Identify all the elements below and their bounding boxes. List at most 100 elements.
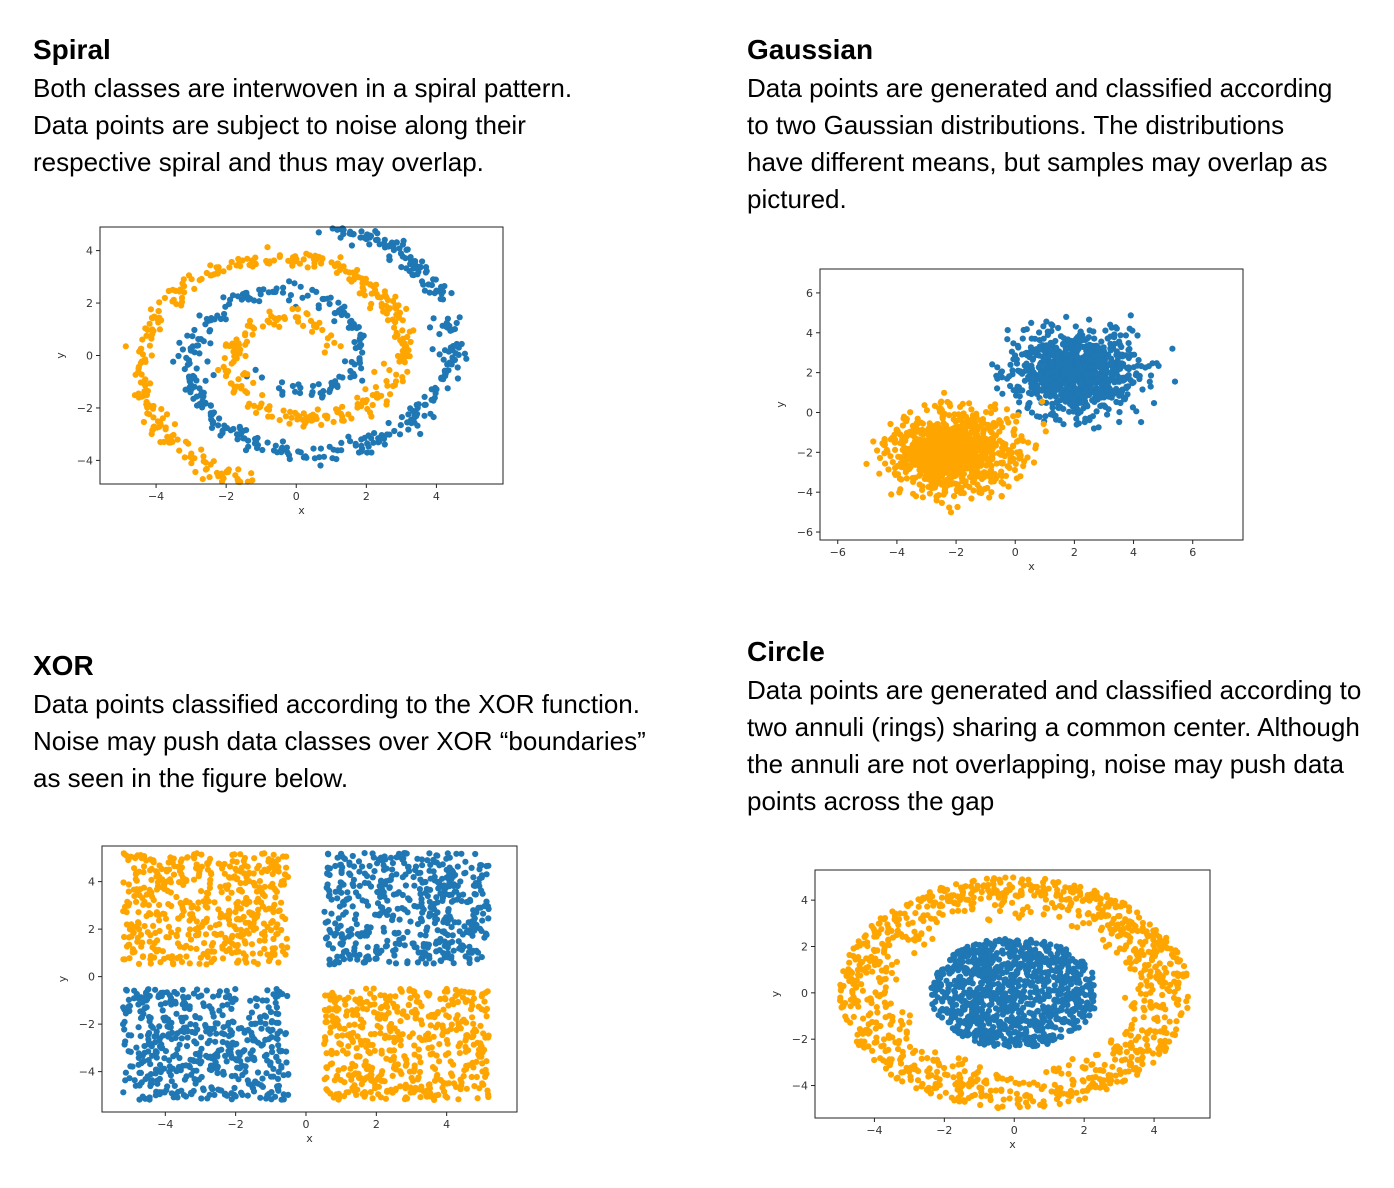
data-point bbox=[156, 1043, 164, 1050]
data-point bbox=[159, 1007, 166, 1014]
data-point bbox=[420, 281, 427, 288]
data-point bbox=[1073, 415, 1080, 422]
data-point bbox=[383, 401, 390, 408]
data-point bbox=[1066, 385, 1073, 392]
data-point bbox=[282, 951, 289, 958]
data-point bbox=[256, 878, 263, 885]
data-point bbox=[269, 1048, 276, 1056]
data-point bbox=[1016, 393, 1023, 400]
data-point bbox=[441, 995, 448, 1002]
data-point bbox=[1048, 368, 1055, 375]
data-point bbox=[325, 941, 332, 948]
data-point bbox=[157, 959, 164, 966]
data-point bbox=[384, 937, 391, 944]
data-point bbox=[208, 948, 215, 955]
data-point bbox=[355, 858, 363, 865]
data-point bbox=[465, 1062, 472, 1069]
data-point bbox=[258, 1042, 265, 1049]
data-point bbox=[138, 345, 145, 352]
data-point bbox=[421, 287, 428, 294]
data-point bbox=[399, 874, 406, 881]
data-point bbox=[1062, 381, 1070, 388]
data-point bbox=[169, 438, 176, 445]
data-point bbox=[285, 1071, 292, 1078]
points-layer bbox=[122, 225, 470, 485]
data-point bbox=[159, 948, 166, 955]
data-point bbox=[957, 403, 964, 410]
data-point bbox=[222, 373, 230, 380]
data-point bbox=[381, 853, 388, 860]
data-point bbox=[141, 388, 148, 395]
data-point bbox=[345, 994, 352, 1001]
data-point bbox=[418, 896, 425, 903]
data-point bbox=[466, 929, 473, 936]
data-point bbox=[181, 1005, 188, 1012]
data-point bbox=[182, 386, 189, 393]
data-point bbox=[218, 478, 226, 485]
data-point bbox=[455, 919, 462, 926]
data-point bbox=[198, 275, 205, 283]
data-point bbox=[266, 403, 273, 410]
data-point bbox=[292, 388, 299, 395]
data-point bbox=[1117, 341, 1124, 348]
data-point bbox=[187, 936, 195, 943]
data-point bbox=[377, 910, 385, 917]
data-point bbox=[430, 960, 437, 967]
data-point bbox=[238, 1089, 245, 1096]
data-point bbox=[359, 349, 366, 356]
data-point bbox=[264, 1092, 271, 1099]
data-point bbox=[333, 958, 340, 965]
data-point bbox=[1123, 385, 1130, 392]
data-point bbox=[319, 394, 326, 401]
data-point bbox=[1007, 458, 1014, 465]
data-point bbox=[311, 263, 318, 270]
data-point bbox=[417, 890, 424, 897]
y-tick-label: 4 bbox=[86, 245, 93, 258]
data-point bbox=[278, 1064, 285, 1071]
data-point bbox=[970, 472, 977, 479]
data-point bbox=[202, 321, 209, 328]
data-point bbox=[1107, 347, 1114, 354]
data-point bbox=[439, 288, 447, 295]
data-point bbox=[436, 1058, 443, 1065]
data-point bbox=[209, 1009, 216, 1016]
data-point bbox=[1102, 327, 1109, 334]
data-point bbox=[341, 855, 348, 862]
data-point bbox=[910, 478, 917, 485]
y-tick-label: 4 bbox=[806, 327, 813, 340]
data-point bbox=[219, 865, 226, 872]
data-point bbox=[371, 1009, 378, 1016]
data-point bbox=[238, 1025, 245, 1032]
data-point bbox=[942, 483, 949, 490]
data-point bbox=[974, 455, 981, 462]
xor-description: Data points classified according to the … bbox=[33, 689, 646, 793]
data-point bbox=[474, 1095, 481, 1102]
data-point bbox=[1147, 383, 1154, 390]
data-point bbox=[204, 860, 211, 867]
data-point bbox=[377, 885, 384, 892]
data-point bbox=[326, 956, 333, 963]
data-point bbox=[1150, 400, 1158, 407]
data-point bbox=[273, 1004, 280, 1011]
data-point bbox=[394, 1008, 401, 1015]
data-point bbox=[331, 310, 338, 317]
data-point bbox=[349, 1007, 356, 1014]
data-point bbox=[1067, 366, 1074, 373]
data-point bbox=[354, 1086, 361, 1093]
data-point bbox=[362, 386, 369, 393]
data-point bbox=[250, 325, 258, 332]
data-point bbox=[1104, 380, 1111, 387]
data-point bbox=[244, 322, 251, 329]
data-point bbox=[1049, 358, 1056, 365]
data-point bbox=[384, 382, 391, 389]
data-point bbox=[171, 988, 178, 996]
data-point bbox=[936, 444, 944, 451]
data-point bbox=[1010, 428, 1017, 435]
data-point bbox=[224, 1001, 231, 1008]
data-point bbox=[137, 379, 144, 386]
data-point bbox=[422, 932, 429, 939]
data-point bbox=[368, 290, 375, 297]
data-point bbox=[1113, 398, 1120, 406]
xor-panel: XOR Data points classified according to … bbox=[33, 650, 673, 797]
data-point bbox=[393, 311, 400, 318]
